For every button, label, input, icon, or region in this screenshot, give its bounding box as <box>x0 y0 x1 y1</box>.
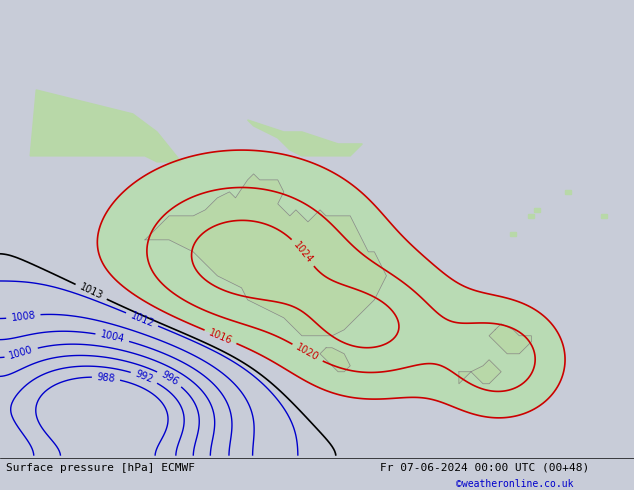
Text: Surface pressure [hPa] ECMWF: Surface pressure [hPa] ECMWF <box>6 463 195 473</box>
Polygon shape <box>534 208 540 212</box>
Text: 1008: 1008 <box>11 310 36 322</box>
Polygon shape <box>30 90 181 162</box>
Text: 992: 992 <box>134 369 155 385</box>
Polygon shape <box>489 324 531 354</box>
Text: Fr 07-06-2024 00:00 UTC (00+48): Fr 07-06-2024 00:00 UTC (00+48) <box>380 463 590 473</box>
Text: 1013: 1013 <box>78 282 105 301</box>
Text: 988: 988 <box>96 372 115 384</box>
Polygon shape <box>247 120 362 156</box>
Polygon shape <box>145 174 387 336</box>
Text: 996: 996 <box>159 369 180 388</box>
Polygon shape <box>528 214 534 218</box>
Text: 1024: 1024 <box>292 240 315 265</box>
Polygon shape <box>459 360 501 384</box>
Text: 1016: 1016 <box>207 327 234 346</box>
Text: 1000: 1000 <box>8 344 34 361</box>
Polygon shape <box>601 214 607 218</box>
Text: 1012: 1012 <box>129 310 155 329</box>
Text: 1020: 1020 <box>294 343 321 363</box>
Polygon shape <box>510 232 516 236</box>
Polygon shape <box>564 190 571 194</box>
Text: ©weatheronline.co.uk: ©weatheronline.co.uk <box>456 479 574 489</box>
Text: 1004: 1004 <box>100 330 126 345</box>
Polygon shape <box>320 348 350 372</box>
